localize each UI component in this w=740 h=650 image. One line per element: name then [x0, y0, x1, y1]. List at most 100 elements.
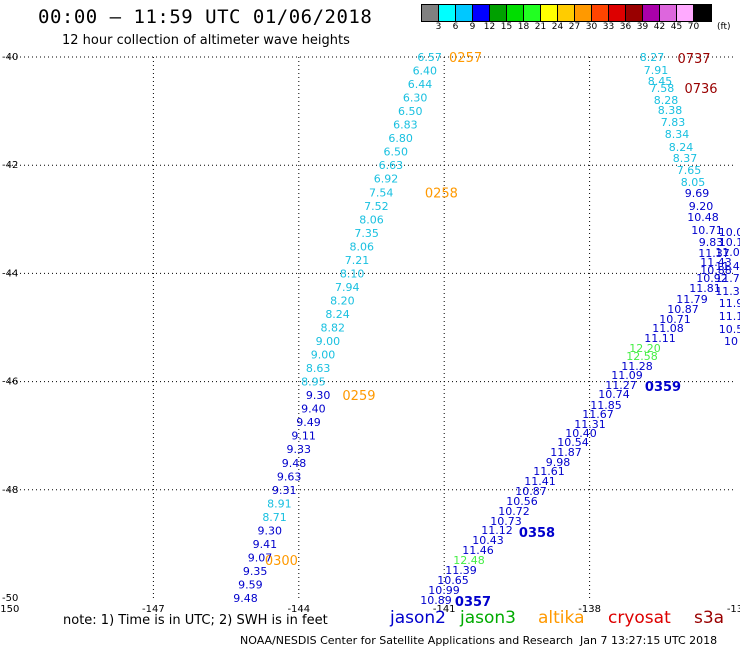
wave-height-label: 8.24 — [669, 141, 694, 154]
wave-height-label: 11.27 — [605, 379, 637, 392]
colorbar-swatch — [592, 5, 609, 21]
wave-height-label: 10.74 — [598, 388, 630, 401]
wave-height-label: 8.06 — [350, 240, 375, 253]
colorbar-tick-label: 27 — [568, 22, 581, 32]
colorbar-tick-label: 70 — [687, 22, 700, 32]
wave-height-label: 9.30 — [257, 524, 282, 537]
legend-cryosat: cryosat — [608, 608, 671, 628]
lon-tick-label: -13 — [727, 604, 740, 615]
east-tracks: 8.277.918.457.588.288.387.838.348.248.37… — [420, 51, 740, 610]
wave-height-label: 8.05 — [681, 176, 706, 189]
wave-height-label: 7.54 — [369, 186, 394, 199]
wave-height-label: 9.30 — [306, 389, 331, 402]
wave-height-label: 11.46 — [715, 260, 740, 273]
colorbar-swatch — [473, 5, 490, 21]
wave-height-label: 10.71 — [691, 224, 723, 237]
wave-height-label: 7.83 — [661, 116, 686, 129]
wave-height-label: 11.61 — [533, 465, 565, 478]
wave-height-label: 9.98 — [546, 456, 571, 469]
wave-height-label: 9.00 — [311, 349, 336, 362]
wave-height-label: 9.48 — [282, 457, 307, 470]
wave-height-label: 11.39 — [445, 564, 477, 577]
wave-height-label: 9.20 — [689, 200, 714, 213]
wave-height-label: 10 — [724, 335, 738, 348]
wave-height-label: 8.37 — [673, 152, 698, 165]
wave-height-label: 11.43 — [700, 256, 732, 269]
colorbar-swatch — [609, 5, 626, 21]
wave-height-label: 11.46 — [462, 544, 494, 557]
wave-height-label: 11.87 — [550, 446, 582, 459]
wave-height-label: 6.80 — [388, 132, 413, 145]
lat-tick-label: -48 — [2, 485, 18, 496]
pass-time-label: 0736 — [684, 82, 717, 97]
wave-height-label: 11.11 — [644, 332, 676, 345]
map-title: 00:00 – 11:59 UTC 01/06/2018 — [38, 6, 373, 28]
wave-height-label: 8.27 — [640, 51, 665, 64]
colorbar-tick-label: 36 — [619, 22, 632, 32]
wave-height-label: 10.0 — [719, 226, 740, 239]
wave-height-label: 11.12 — [481, 524, 513, 537]
colorbar-tick-label: 30 — [585, 22, 598, 32]
colorbar-tick-label: 33 — [602, 22, 615, 32]
wave-height-label: 11.28 — [621, 360, 653, 373]
satellite-tracks: 6.576.406.446.306.506.836.806.506.636.92… — [233, 51, 482, 605]
wave-height-label: 8.28 — [654, 94, 679, 107]
colorbar-tick-label: 3 — [435, 22, 442, 32]
wave-height-label: 11.79 — [676, 293, 708, 306]
wave-height-label: 9.48 — [233, 592, 258, 605]
wave-height-label: 8.06 — [359, 213, 384, 226]
wave-height-label: 11.1 — [719, 310, 740, 323]
credit-footer: NOAA/NESDIS Center for Satellite Applica… — [240, 634, 574, 647]
wave-height-label: 9.31 — [272, 484, 297, 497]
wave-height-label: 9.69 — [685, 187, 710, 200]
colorbar-tick-label: 42 — [653, 22, 666, 32]
wave-height-label: 10.5 — [719, 323, 740, 336]
wave-height-label: 10.43 — [472, 534, 504, 547]
wave-height-label: 6.50 — [398, 105, 423, 118]
wave-height-label: 12.20 — [629, 342, 661, 355]
wave-height-label: 10.1 — [719, 236, 740, 249]
wave-height-label: 11.85 — [590, 399, 622, 412]
wave-height-label: 8.95 — [301, 376, 326, 389]
wave-height-label: 10.89 — [420, 594, 452, 607]
wave-height-label: 9.83 — [699, 236, 724, 249]
colorbar-swatch — [490, 5, 507, 21]
wave-height-label: 8.63 — [306, 362, 331, 375]
wave-height-label: 7.21 — [345, 254, 370, 267]
wave-height-label: 11.67 — [582, 408, 614, 421]
lon-tick-label: -141 — [433, 604, 456, 615]
colorbar-swatch — [626, 5, 643, 21]
lat-tick-label: -42 — [2, 160, 18, 171]
colorbar-swatch — [456, 5, 473, 21]
wave-height-label: 11.9 — [719, 297, 740, 310]
wave-height-label: 7.65 — [677, 164, 702, 177]
axis-ticks: -150 -147 -144 -141 -138 -13 -40 -42 -44 -46 -48 -5… — [0, 52, 740, 615]
pass-time-label: 0257 — [449, 51, 482, 66]
colorbar-swatch — [422, 5, 439, 21]
wave-height-label: 6.50 — [383, 146, 408, 159]
colorbar-tick-label: 45 — [670, 22, 683, 32]
map-grid — [8, 56, 735, 598]
wave-height-label: 8.24 — [325, 308, 350, 321]
colorbar-tick-label: 12 — [483, 22, 496, 32]
wave-height-label: 11.81 — [689, 282, 721, 295]
wave-height-label: 10.40 — [565, 427, 597, 440]
wave-height-label: 8.45 — [648, 75, 673, 88]
wave-height-label: 12.58 — [626, 350, 658, 363]
colorbar-tick-label: 6 — [452, 22, 459, 32]
colorbar-tick-label: 18 — [517, 22, 530, 32]
wave-height-label: 9.33 — [287, 443, 312, 456]
wave-height-label: 8.34 — [665, 128, 690, 141]
lon-tick-label: -150 — [0, 604, 19, 615]
wave-height-label: 11.41 — [524, 475, 556, 488]
generation-date: Jan 7 13:27:15 UTC 2018 — [580, 634, 718, 647]
wave-height-label: 6.40 — [413, 65, 438, 78]
pass-time-label: 0300 — [265, 554, 298, 569]
wave-height-label: 9.11 — [291, 430, 316, 443]
lon-tick-label: -138 — [578, 604, 601, 615]
pass-time-label: 0358 — [519, 526, 555, 541]
lon-tick-label: -144 — [287, 604, 310, 615]
colorbar-swatch — [507, 5, 524, 21]
wave-height-label: 10.65 — [437, 574, 469, 587]
colorbar-tick-label: 24 — [551, 22, 564, 32]
